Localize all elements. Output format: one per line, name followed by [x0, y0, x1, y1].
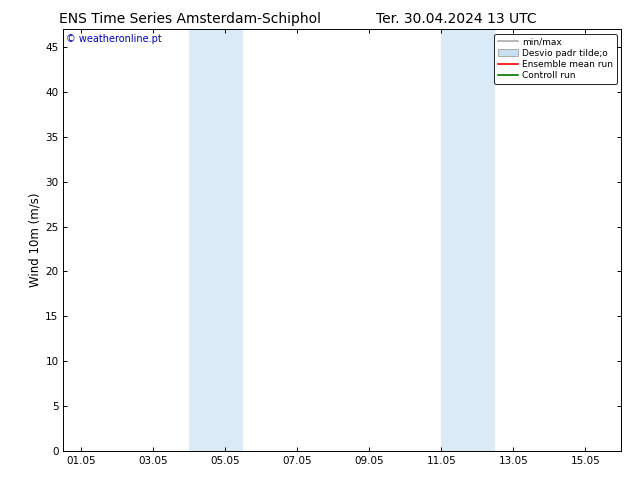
Text: ENS Time Series Amsterdam-Schiphol: ENS Time Series Amsterdam-Schiphol — [59, 12, 321, 26]
Legend: min/max, Desvio padr tilde;o, Ensemble mean run, Controll run: min/max, Desvio padr tilde;o, Ensemble m… — [495, 34, 617, 84]
Bar — [190, 29, 243, 451]
Text: Ter. 30.04.2024 13 UTC: Ter. 30.04.2024 13 UTC — [376, 12, 537, 26]
Text: © weatheronline.pt: © weatheronline.pt — [66, 34, 162, 44]
Bar — [441, 29, 495, 451]
Y-axis label: Wind 10m (m/s): Wind 10m (m/s) — [28, 193, 41, 287]
